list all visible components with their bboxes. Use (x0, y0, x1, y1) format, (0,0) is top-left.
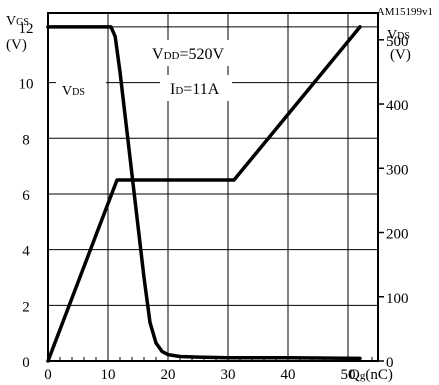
left-tick-label: 0 (22, 355, 30, 371)
right-tick-label: 100 (386, 291, 409, 307)
left-axis-label: VGS (6, 14, 29, 29)
left-tick-label: 12 (19, 21, 34, 37)
right-tick-label: 0 (386, 355, 394, 371)
figure-id: AM15199v1 (377, 6, 433, 18)
left-tick-label: 6 (22, 188, 30, 204)
x-tick-label: 30 (221, 367, 236, 383)
vds-annotation-bg (56, 79, 106, 101)
x-tick-label: 20 (161, 367, 176, 383)
id-annotation-bg (160, 75, 232, 101)
vdd-annotation-bg (146, 40, 246, 66)
left-tick-label: 2 (22, 299, 30, 315)
vds-curve-label: VDS (62, 84, 85, 99)
id-annotation: ID=11A (170, 81, 220, 98)
x-axis-label: Qg(nC) (349, 367, 393, 383)
vgs-curve (46, 25, 362, 363)
right-axis-unit: (V) (390, 47, 411, 63)
right-tick-label: 400 (386, 98, 409, 114)
left-axis-unit: (V) (6, 37, 27, 53)
right-tick-label: 500 (386, 34, 409, 50)
left-tick-label: 8 (22, 132, 30, 148)
grid (48, 13, 378, 361)
right-tick-label: 300 (386, 162, 409, 178)
vds-curve (46, 25, 362, 361)
x-tick-label: 0 (44, 367, 52, 383)
tick-labels: 0 2 4 6 8 10 12 0 100 200 300 400 500 0 10 20 30 40 50 (19, 21, 409, 383)
x-tick-label: 10 (101, 367, 116, 383)
left-tick-label: 4 (22, 244, 30, 260)
plot-frame (47, 12, 379, 362)
vdd-annotation: VDD=520V (152, 46, 224, 63)
right-tick-label: 200 (386, 227, 409, 243)
x-tick-label: 50 (341, 367, 356, 383)
x-tick-label: 40 (281, 367, 296, 383)
right-axis-label: VDS (387, 28, 410, 43)
left-tick-label: 10 (19, 77, 34, 93)
series-group (46, 25, 362, 363)
